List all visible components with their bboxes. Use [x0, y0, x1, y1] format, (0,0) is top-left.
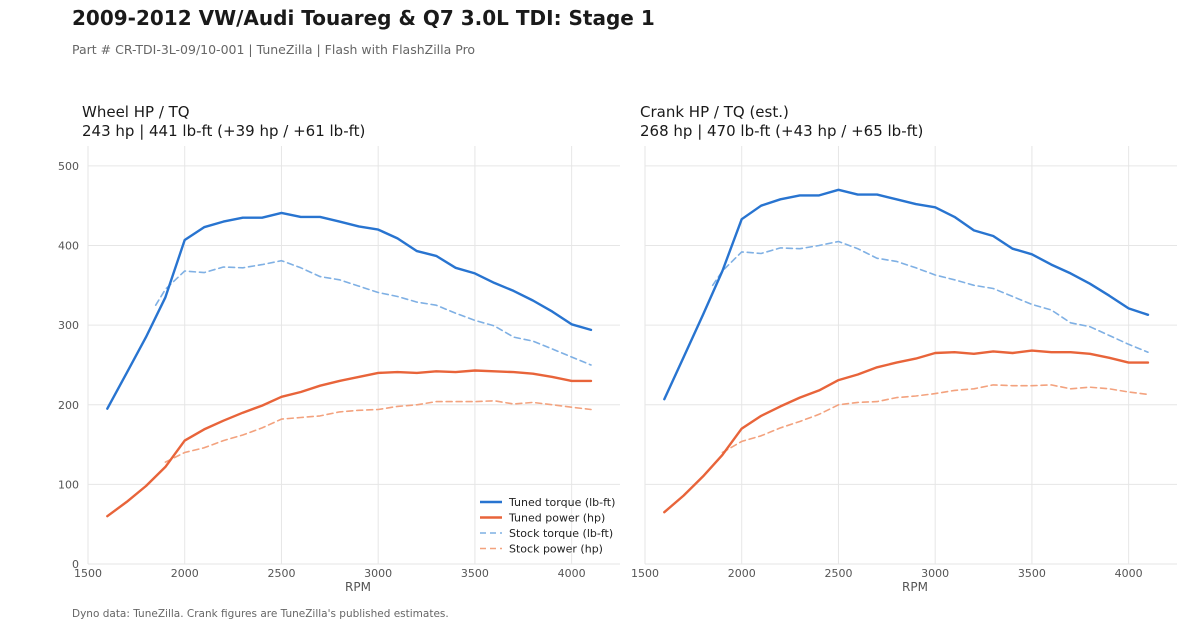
- wheel-legend-label: Stock torque (lb-ft): [509, 527, 613, 540]
- crank-chart-title: Crank HP / TQ (est.) 268 hp | 470 lb-ft …: [640, 103, 923, 141]
- wheel-series-stock-power-hp: [164, 399, 592, 463]
- wheel-x-tick-label: 3000: [364, 567, 392, 580]
- crank-series-stock-power-hp: [721, 384, 1149, 454]
- wheel-x-tick-label: 3500: [461, 567, 489, 580]
- wheel-y-tick-label: 400: [58, 240, 79, 253]
- wheel-series-tuned-torque-lb-ft: [106, 211, 593, 410]
- wheel-x-tick-label: 4000: [558, 567, 586, 580]
- wheel-chart-title-line: Wheel HP / TQ: [82, 103, 190, 121]
- wheel-legend-label: Stock power (hp): [509, 543, 603, 556]
- wheel-y-tick-label: 200: [58, 399, 79, 412]
- crank-chart-summary-line: 268 hp | 470 lb-ft (+43 hp / +65 lb-ft): [640, 122, 924, 140]
- crank-chart-title-line: Crank HP / TQ (est.): [640, 103, 789, 121]
- wheel-chart-summary-line: 243 hp | 441 lb-ft (+39 hp / +61 lb-ft): [82, 122, 366, 140]
- crank-series-tuned-torque-lb-ft: [663, 188, 1150, 401]
- wheel-y-tick-label: 500: [58, 160, 79, 173]
- wheel-series-stock-torque-lb-ft: [154, 259, 592, 366]
- crank-x-tick-label: 4000: [1115, 567, 1143, 580]
- wheel-x-axis-label: RPM: [345, 580, 371, 594]
- wheel-legend-label: Tuned torque (lb-ft): [508, 496, 615, 509]
- crank-x-tick-label: 1500: [631, 567, 659, 580]
- crank-x-tick-label: 2500: [824, 567, 852, 580]
- crank-series-stock-torque-lb-ft: [711, 240, 1149, 354]
- crank-x-axis-label: RPM: [902, 580, 928, 594]
- wheel-y-tick-label: 100: [58, 478, 79, 491]
- crank-x-tick-label: 3000: [921, 567, 949, 580]
- page-title: 2009-2012 VW/Audi Touareg & Q7 3.0L TDI:…: [72, 6, 655, 30]
- crank-x-tick-label: 2000: [728, 567, 756, 580]
- crank-series-tuned-power-hp: [663, 349, 1150, 514]
- crank-x-tick-label: 3500: [1018, 567, 1046, 580]
- wheel-x-tick-label: 1500: [74, 567, 102, 580]
- wheel-y-tick-label: 300: [58, 319, 79, 332]
- wheel-y-tick-label: 0: [72, 558, 79, 571]
- wheel-series-tuned-power-hp: [106, 369, 593, 518]
- wheel-x-tick-label: 2000: [171, 567, 199, 580]
- wheel-x-tick-label: 2500: [267, 567, 295, 580]
- page-subtitle: Part # CR-TDI-3L-09/10-001 | TuneZilla |…: [72, 42, 476, 57]
- footnote: Dyno data: TuneZilla. Crank figures are …: [72, 608, 449, 620]
- wheel-chart-title: Wheel HP / TQ 243 hp | 441 lb-ft (+39 hp…: [82, 103, 365, 141]
- wheel-legend-label: Tuned power (hp): [508, 512, 605, 525]
